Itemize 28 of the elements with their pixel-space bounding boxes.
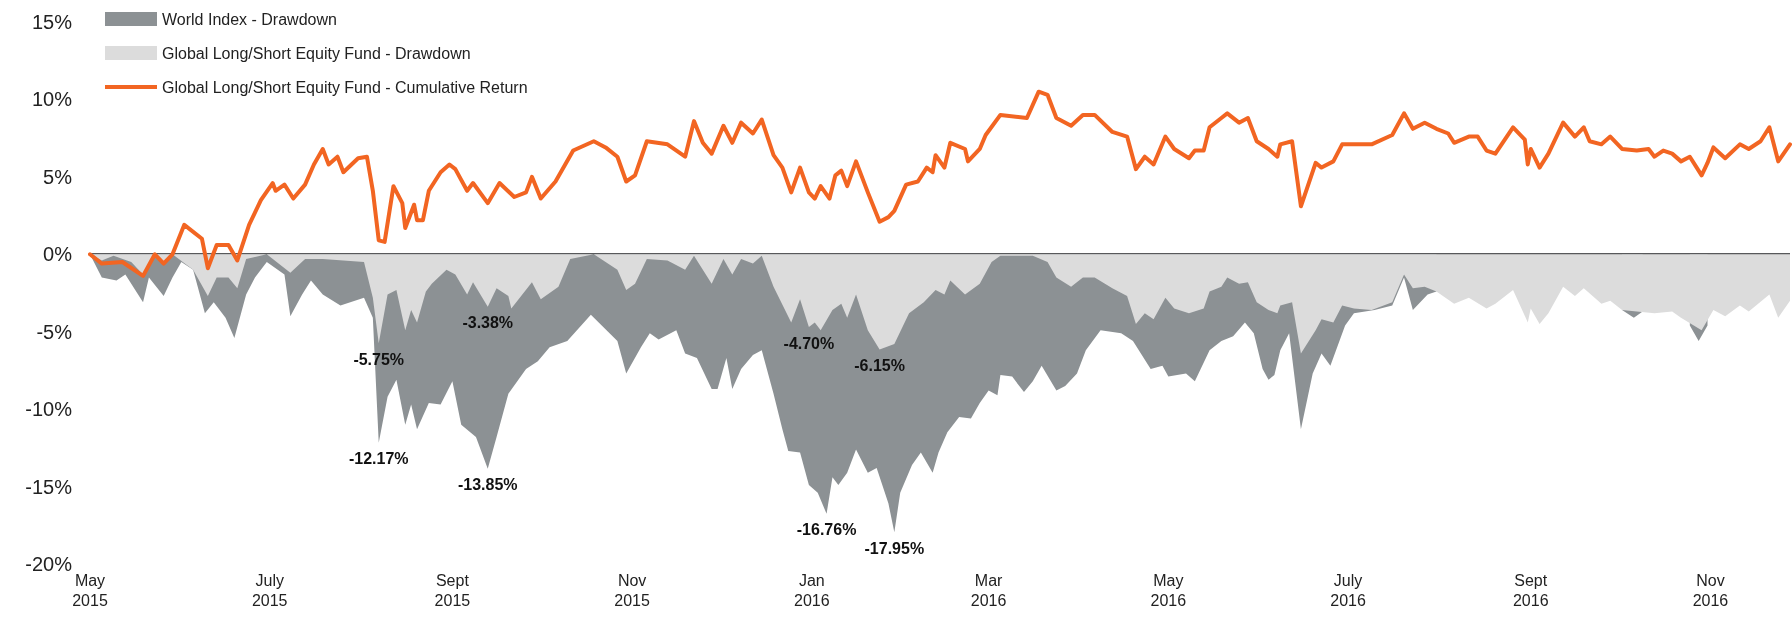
y-tick-label: 15%	[31, 11, 73, 33]
legend-label: World Index - Drawdown	[162, 10, 337, 28]
x-tick-label: Sept 2015	[434, 571, 471, 609]
legend-label: Global Long/Short Equity Fund - Drawdown	[162, 44, 471, 62]
x-tick-label: May 2016	[1150, 571, 1187, 609]
annotation: -4.70%	[783, 334, 835, 352]
y-tick-label: 5%	[43, 165, 73, 188]
y-tick-label: -10%	[25, 398, 73, 421]
annotation: -12.17%	[348, 450, 409, 468]
x-tick-label: July 2015	[251, 571, 288, 609]
annotation: -13.85%	[457, 476, 518, 494]
y-tick-label: 0%	[43, 243, 73, 266]
x-tick-label: Mar 2016	[970, 571, 1007, 609]
x-tick-label: May 2015	[72, 571, 108, 609]
y-tick-label: 10%	[31, 88, 73, 111]
x-tick-label: July 2016	[1330, 571, 1366, 609]
y-tick-label: -15%	[25, 475, 73, 498]
annotation: -16.76%	[796, 521, 857, 539]
x-tick-label: Nov 2015	[614, 571, 651, 609]
annotation: -17.95%	[864, 539, 925, 557]
legend-label: Global Long/Short Equity Fund - Cumulative Return	[162, 78, 528, 96]
x-tick-label: Jan 2016	[794, 571, 830, 609]
y-tick-label: -5%	[36, 320, 73, 343]
x-tick-label: Sept 2016	[1512, 571, 1549, 609]
x-tick-label: Nov 2016	[1692, 571, 1729, 609]
annotation: -3.38%	[462, 314, 514, 332]
y-tick-label: -20%	[25, 553, 73, 575]
annotation: -6.15%	[854, 357, 905, 375]
